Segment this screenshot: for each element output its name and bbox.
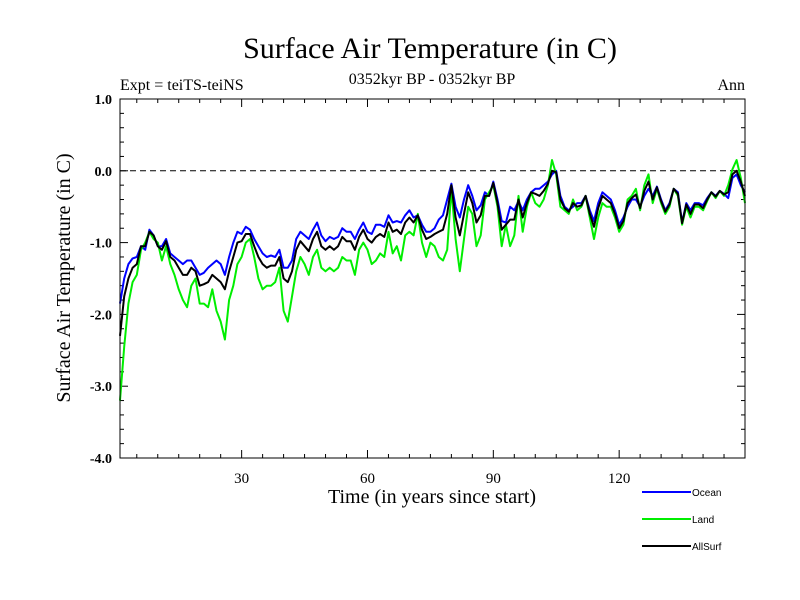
plot-area: 1.0 0.0 -1.0 -2.0 -3.0 -4.0 30 60 90 120 [90,93,746,487]
legend: Ocean Land AllSurf [642,488,722,553]
y-axis-label: Surface Air Temperature (in C) [53,153,75,402]
plot-frame [119,98,746,459]
x-axis-label: Time (in years since start) [328,486,536,508]
y-tick-label: -4.0 [90,452,112,467]
y-tick-label: 1.0 [95,93,113,108]
y-tick-label: -1.0 [90,237,112,252]
experiment-label: Expt = teiTS-teiNS [120,77,244,94]
x-tick-label: 90 [486,471,501,487]
period-label: 0352kyr BP - 0352kyr BP [349,71,516,88]
season-label: Ann [717,77,745,94]
legend-label-land: Land [692,515,714,526]
y-tick-label: -3.0 [90,380,112,395]
chart-title: Surface Air Temperature (in C) [243,32,617,65]
y-tick-label: 0.0 [95,165,113,180]
x-tick-label: 30 [234,471,249,487]
legend-label-ocean: Ocean [692,488,721,499]
legend-label-allsurf: AllSurf [692,542,722,553]
y-tick-label: -2.0 [90,308,112,323]
x-tick-label: 120 [608,471,631,487]
x-tick-label: 60 [360,471,375,487]
series-line-allsurf [119,169,746,337]
